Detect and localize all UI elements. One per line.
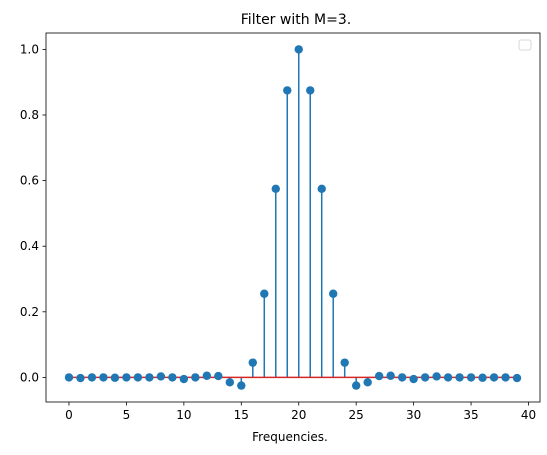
y-tick-label: 0.6: [20, 174, 39, 188]
plot-area: [45, 32, 541, 403]
stem-marker: [478, 373, 487, 382]
stem-marker: [225, 378, 235, 387]
stem-marker: [466, 373, 476, 382]
stem-marker: [397, 373, 407, 382]
x-tick-label: 15: [234, 408, 249, 422]
stem-marker: [122, 373, 131, 382]
chart-title: Filter with M=3.: [241, 12, 351, 28]
x-tick-label: 35: [463, 408, 478, 422]
stem-marker: [87, 373, 97, 382]
stem-marker: [443, 373, 453, 382]
y-tick-label: 0.2: [20, 305, 39, 319]
stem-marker: [489, 373, 499, 382]
x-tick-label: 5: [123, 408, 131, 422]
x-tick-label: 30: [406, 408, 421, 422]
stem-marker: [110, 373, 120, 382]
stem-marker: [271, 184, 280, 193]
stem-marker: [501, 373, 510, 382]
stem-marker: [283, 86, 292, 95]
stem-marker: [409, 374, 418, 384]
legend-box: [518, 39, 532, 51]
stem-marker: [191, 373, 200, 382]
stem-marker: [76, 373, 85, 383]
x-axis-label: Frequencies.: [252, 430, 328, 444]
stem-marker: [294, 45, 303, 54]
y-tick-label: 0.4: [20, 239, 39, 253]
stem-marker: [168, 373, 177, 382]
stem-marker: [329, 289, 338, 298]
x-tick-label: 40: [521, 408, 536, 422]
stem-marker: [214, 371, 223, 381]
x-tick-label: 0: [65, 408, 73, 422]
stem-marker: [386, 371, 395, 380]
x-tick-label: 25: [349, 408, 364, 422]
x-axis: 0 5 10 15 20 25 30 35 40: [65, 402, 536, 422]
stem-marker: [145, 373, 154, 382]
stem-marker: [363, 378, 372, 387]
stem-marker: [248, 358, 257, 367]
stem-marker: [306, 86, 315, 95]
stem-marker: [99, 373, 108, 382]
stem-marker: [202, 371, 212, 380]
stem-marker: [64, 373, 74, 382]
y-tick-label: 1.0: [20, 42, 39, 56]
y-axis: 0.0 0.2 0.4 0.6 0.8 1.0: [20, 42, 46, 384]
stem-marker: [133, 373, 143, 382]
stem-marker: [351, 381, 361, 390]
stem-marker: [260, 289, 269, 298]
x-tick-label: 20: [291, 408, 306, 422]
stem-markers: [64, 45, 522, 390]
stem-marker: [317, 184, 326, 193]
stem-marker: [455, 373, 464, 382]
y-tick-label: 0.0: [20, 370, 39, 384]
x-tick-label: 10: [176, 408, 191, 422]
stem-marker: [179, 374, 189, 384]
y-tick-label: 0.8: [20, 108, 39, 122]
stem-marker: [420, 373, 430, 382]
stem-marker: [374, 371, 384, 381]
stem-marker: [156, 372, 166, 381]
stem-marker: [340, 358, 349, 367]
stem-marker: [237, 381, 246, 390]
stem-marker: [432, 372, 441, 381]
stem-marker: [512, 373, 522, 383]
